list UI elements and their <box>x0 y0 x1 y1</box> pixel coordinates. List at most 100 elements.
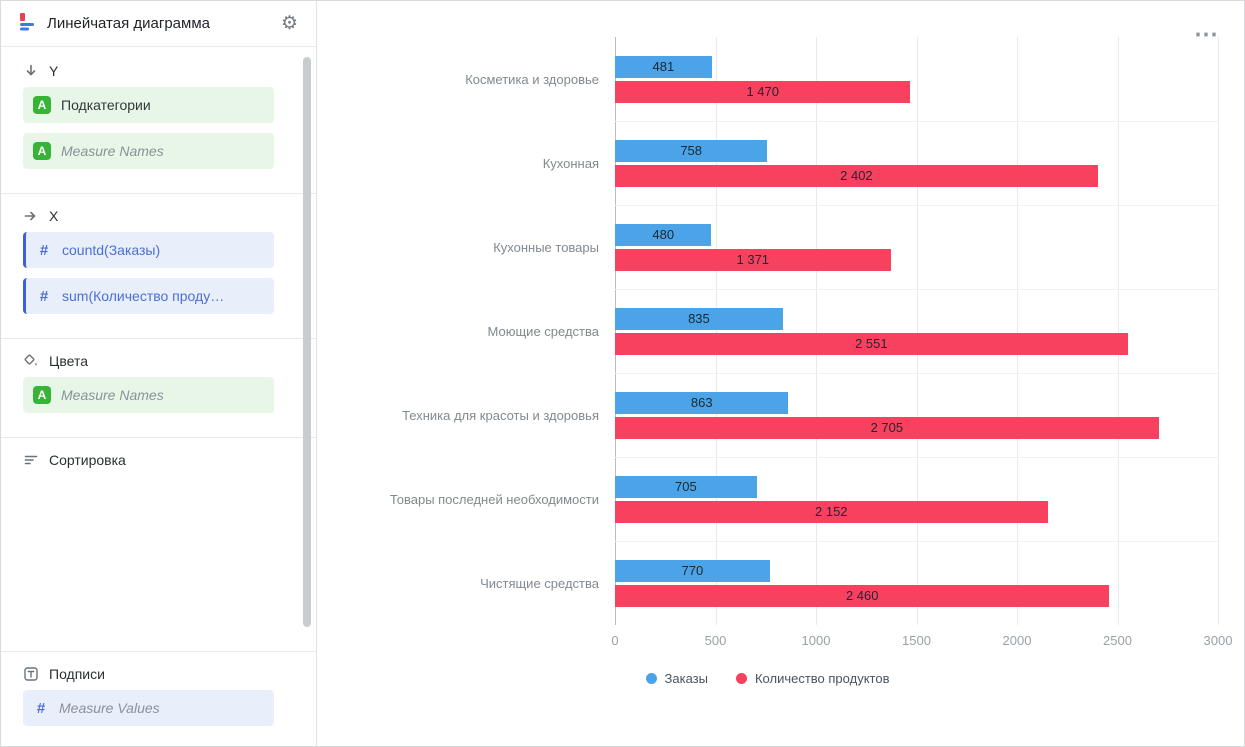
bar-Заказы[interactable]: 863 <box>615 391 789 414</box>
category-label: Косметика и здоровье <box>465 71 599 87</box>
bar-Заказы[interactable]: 758 <box>615 139 768 162</box>
measure-icon: # <box>39 287 49 305</box>
bar-Заказы[interactable]: 481 <box>615 55 712 78</box>
bar-Заказы[interactable]: 480 <box>615 223 712 246</box>
x-tick-label: 3000 <box>1203 633 1233 648</box>
section-sort-label: Сортировка <box>49 452 126 468</box>
field-label: sum(Количество проду… <box>62 288 225 304</box>
legend-dot <box>645 673 657 684</box>
category-label: Моющие средства <box>487 323 599 339</box>
section-x-header: X <box>1 194 316 232</box>
measure-icon: # <box>36 699 46 717</box>
section-sort: Сортировка <box>1 438 316 476</box>
x-tick-label: 2500 <box>1103 633 1132 648</box>
bar-value-label: 2 402 <box>840 168 873 183</box>
bar-Количество продуктов[interactable]: 2 551 <box>615 332 1128 355</box>
bar-group: 481 1 470 <box>615 37 1218 121</box>
category-label: Кухонная <box>542 155 599 171</box>
field-chip-countd-orders[interactable]: # countd(Заказы) <box>23 232 274 268</box>
section-colors: Цвета A Measure Names <box>1 339 316 423</box>
text-icon <box>24 667 38 681</box>
bar-value-label: 2 460 <box>845 588 879 603</box>
chart-row: Товары последней необходимости 705 2 152 <box>317 457 1218 541</box>
field-chip-sum-product-count[interactable]: # sum(Количество проду… <box>23 278 274 314</box>
dimension-icon: A <box>33 386 51 404</box>
bar-Заказы[interactable]: 770 <box>615 559 770 582</box>
gear-icon[interactable]: ⚙ <box>280 13 298 34</box>
bar-Количество продуктов[interactable]: 2 460 <box>615 584 1110 607</box>
bar-group: 770 2 460 <box>615 541 1218 625</box>
chart-type-icon <box>17 11 37 36</box>
section-labels: Подписи # Measure Values <box>1 652 316 746</box>
arrow-down-icon <box>26 64 36 76</box>
sidebar-scrollbar[interactable] <box>303 57 311 627</box>
bar-Количество продуктов[interactable]: 1 470 <box>615 80 911 103</box>
dimension-icon: A <box>33 96 51 114</box>
section-y: Y A Подкатегории A Measure Names <box>1 49 316 179</box>
field-label: Measure Values <box>59 700 160 716</box>
legend-label: Заказы <box>664 671 708 686</box>
bar-chart: Косметика и здоровье 481 1 470 Кухонная 758 2… <box>317 37 1232 655</box>
bar-value-label: 480 <box>652 227 675 242</box>
bar-Количество продуктов[interactable]: 2 152 <box>615 500 1048 523</box>
sidebar-header: Линейчатая диаграмма ⚙ <box>1 1 316 47</box>
category-label: Кухонные товары <box>493 239 599 255</box>
more-menu-button[interactable]: ⋯ <box>1194 21 1220 48</box>
divider <box>1 193 316 194</box>
bar-value-label: 705 <box>675 479 697 494</box>
section-sort-header: Сортировка <box>1 438 316 476</box>
x-tick-label: 1500 <box>902 633 931 648</box>
section-colors-header: Цвета <box>1 339 316 377</box>
bar-value-label: 863 <box>690 395 713 410</box>
section-x: X # countd(Заказы) # sum(Количество прод… <box>1 194 316 324</box>
bar-group: 705 2 152 <box>615 457 1218 541</box>
chart-legend: Заказы Количество продуктов <box>317 671 1218 686</box>
field-label: countd(Заказы) <box>62 242 161 258</box>
x-tick-label: 2000 <box>1002 633 1032 648</box>
bar-value-label: 758 <box>680 143 703 158</box>
paint-bucket-icon <box>24 354 37 366</box>
sidebar-content: Y A Подкатегории A Measure Names X # <box>1 47 316 746</box>
sidebar: Линейчатая диаграмма ⚙ Y A Подкатегории … <box>1 1 317 746</box>
bar-Количество продуктов[interactable]: 2 705 <box>615 416 1159 439</box>
divider <box>1 437 316 438</box>
bar-Заказы[interactable]: 705 <box>615 475 757 498</box>
bar-value-label: 1 371 <box>736 252 770 267</box>
chart-row: Кухонные товары 480 1 371 <box>317 205 1218 289</box>
section-y-header: Y <box>1 49 316 87</box>
bar-group: 758 2 402 <box>615 121 1218 205</box>
page-title: Линейчатая диаграмма <box>47 15 210 32</box>
bar-Количество продуктов[interactable]: 1 371 <box>615 248 891 271</box>
bar-group: 480 1 371 <box>615 205 1218 289</box>
bar-value-label: 2 551 <box>855 336 888 351</box>
section-labels-label: Подписи <box>49 666 105 682</box>
legend-item[interactable]: Заказы <box>645 671 708 686</box>
bar-Количество продуктов[interactable]: 2 402 <box>615 164 1098 187</box>
section-colors-label: Цвета <box>49 353 88 369</box>
legend-item[interactable]: Количество продуктов <box>735 671 890 686</box>
field-chip-measure-names-colors[interactable]: A Measure Names <box>23 377 274 413</box>
bar-Заказы[interactable]: 835 <box>615 307 783 330</box>
legend-label: Количество продуктов <box>754 671 890 686</box>
chart-row: Косметика и здоровье 481 1 470 <box>317 37 1218 121</box>
bar-group: 835 2 551 <box>615 289 1218 373</box>
chart-row: Техника для красоты и здоровья 863 2 705 <box>317 373 1218 457</box>
field-chip-subcategories[interactable]: A Подкатегории <box>23 87 274 123</box>
bar-value-label: 481 <box>652 59 675 74</box>
category-label: Товары последней необходимости <box>389 491 599 507</box>
x-tick-label: 500 <box>704 633 727 648</box>
field-label: Measure Names <box>61 143 164 159</box>
category-label: Техника для красоты и здоровья <box>402 407 599 423</box>
section-y-label: Y <box>49 63 59 79</box>
divider <box>1 338 316 339</box>
field-chip-measure-names-y[interactable]: A Measure Names <box>23 133 274 169</box>
spacer <box>1 476 316 637</box>
chart-panel: ⋯ Косметика и здоровье 481 1 470 Кухонная 75… <box>317 1 1244 746</box>
bar-value-label: 835 <box>688 311 710 326</box>
dimension-icon: A <box>33 142 51 160</box>
section-x-label: X <box>49 208 59 224</box>
legend-dot <box>735 673 747 684</box>
field-chip-measure-values[interactable]: # Measure Values <box>23 690 274 726</box>
bar-value-label: 770 <box>681 563 704 578</box>
field-label: Подкатегории <box>61 97 151 113</box>
